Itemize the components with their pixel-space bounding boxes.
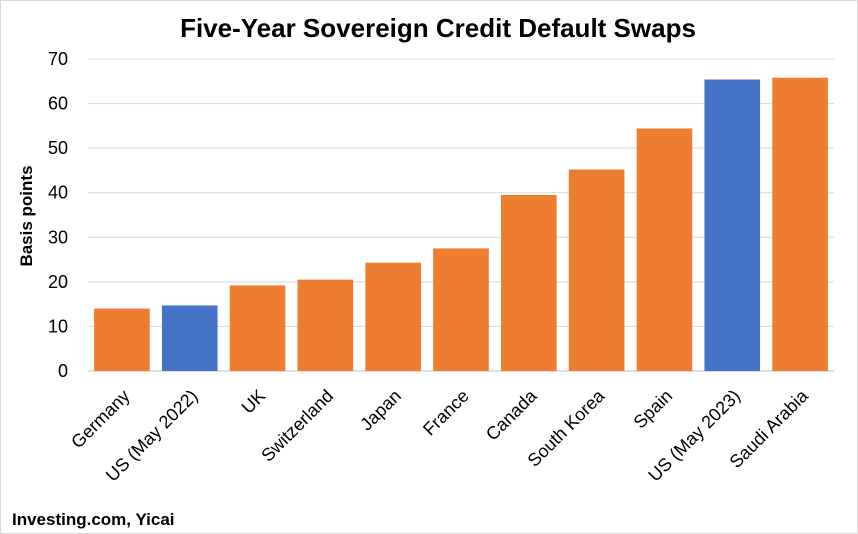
bar-germany	[94, 308, 150, 371]
y-tick-label: 30	[48, 227, 68, 247]
bar-south-korea	[568, 169, 625, 371]
y-tick-label: 70	[48, 49, 68, 69]
y-tick-label: 40	[48, 183, 68, 203]
bar-saudi-arabia	[772, 77, 828, 371]
bar-us-may-2022	[161, 305, 218, 371]
bar-us-may-2023	[704, 79, 761, 371]
bars	[94, 77, 828, 371]
y-tick-label: 50	[48, 138, 68, 158]
y-tick-label: 20	[48, 272, 68, 292]
bar-uk	[229, 285, 286, 371]
source-note: Investing.com, Yicai	[12, 510, 175, 529]
bar-japan	[365, 262, 421, 371]
bar-france	[433, 248, 489, 371]
y-tick-label: 60	[48, 94, 68, 114]
bar-spain	[636, 128, 693, 371]
bar-canada	[501, 194, 557, 371]
y-tick-label: 0	[58, 361, 68, 381]
y-tick-label: 10	[48, 316, 68, 336]
y-axis-label: Basis points	[17, 165, 36, 266]
bar-switzerland	[297, 279, 354, 371]
y-axis-ticks: 0 10 20 30 40 50 60 70	[48, 49, 68, 381]
chart-title: Five-Year Sovereign Credit Default Swaps	[180, 13, 696, 43]
